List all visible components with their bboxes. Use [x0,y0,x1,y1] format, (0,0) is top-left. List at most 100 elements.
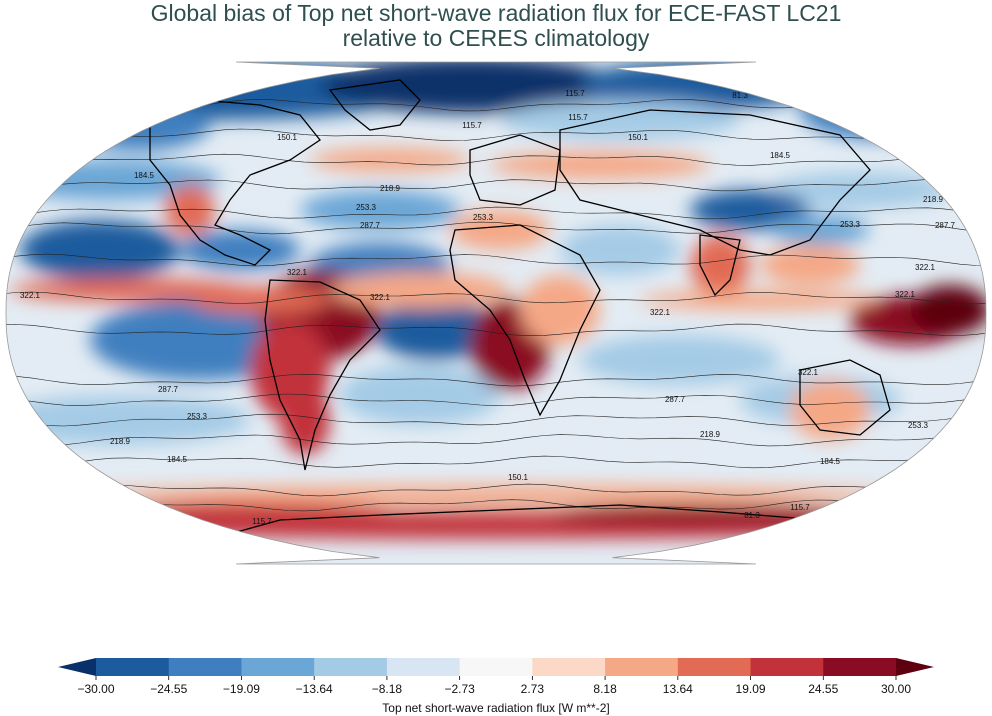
bias-blob [375,300,495,360]
bias-blob [10,278,250,302]
colorbar-segment [823,658,897,676]
contour-label: 253.3 [356,203,377,212]
contour-label: 150.1 [277,133,298,142]
colorbar-tick-label: 8.18 [593,682,617,696]
bias-blob [690,235,750,295]
bias-blob [310,148,470,172]
bias-blob [330,272,510,308]
colorbar-extend-high [896,658,934,676]
bias-blob [770,215,870,245]
contour-label: 287.7 [158,385,179,394]
contour-line [6,221,986,235]
colorbar-tick-label: −13.64 [296,682,333,696]
contour-label: 150.1 [508,473,529,482]
contour-line [6,373,986,387]
contour-line [6,434,986,447]
contour-line [6,178,986,192]
colorbar-segment [677,658,752,676]
bias-blob [690,190,810,230]
contour-line [6,413,986,427]
contour-label: 322.1 [915,263,936,272]
contour-label: 322.1 [370,293,391,302]
contour-label: 115.7 [790,503,810,512]
coastline-path [328,79,421,131]
bias-blob [910,285,986,335]
contour-label: 150.1 [628,133,649,142]
contour-label: 218.9 [380,184,401,193]
bias-blob [340,365,500,425]
contour-line [6,323,986,337]
coastline-path [449,224,601,417]
bias-blob [70,485,910,505]
contour-label: 115.7 [462,121,482,130]
colorbar-ticks: −30.00 −24.55 −19.09 −13.64 −8.18 −2.73 2.73 8.… [77,676,911,696]
contour-label: 218.9 [110,437,131,446]
contour-line [6,206,986,220]
contour-label: 287.7 [665,395,686,404]
contour-label: 115.7 [252,517,272,526]
bias-blob [320,62,620,113]
bias-blob [790,380,870,440]
contour-line [6,483,986,497]
colorbar-tick-label: 2.73 [521,682,545,696]
contour-label: 253.3 [473,213,494,222]
contour-label: 322.1 [798,368,819,377]
coastline-path [799,359,891,436]
contour-label: 253.3 [840,220,861,229]
contour-label: 322.1 [287,268,308,277]
colorbar-tick-label: −19.09 [223,682,260,696]
bias-blob [520,275,600,345]
bias-blob [20,220,180,280]
contour-line [6,128,986,142]
contour-label: 184.5 [820,457,841,466]
contour-line [6,393,986,407]
colorbar-segment [605,658,679,676]
colorbar-tick-label: −30.00 [77,682,114,696]
contour-label: 184.5 [167,455,188,464]
bias-blob [490,151,710,179]
coastline-path [699,234,741,297]
map-boundary [5,61,987,565]
colorbar-label: Top net short-wave radiation flux [W m**… [382,701,609,715]
coastline-path [189,504,901,564]
contour-line [6,455,986,469]
colorbar-tick-label: −24.55 [150,682,187,696]
colorbar-segments [58,658,934,676]
bias-blob [190,286,330,314]
contour-label: 184.5 [770,151,791,160]
coastlines [149,79,901,564]
bias-blob [640,290,880,310]
contour-line [6,291,986,305]
colorbar-tick-label: 13.64 [663,682,693,696]
contour-label: 115.7 [565,89,585,98]
contour-label: 322.1 [650,308,671,317]
colorbar-tick-label: 24.55 [808,682,838,696]
contour-label: 218.9 [700,430,721,439]
map-title-line2: relative to CERES climatology [342,25,650,51]
bias-blob [280,385,330,455]
climatology-contours [6,99,986,512]
contour-label: 287.7 [360,221,381,230]
colorbar-tick-label: 19.09 [736,682,766,696]
colorbar-segment [168,658,242,676]
map-title-line1: Global bias of Top net short-wave radiat… [150,0,842,26]
contour-line [6,498,986,512]
contour-label: 218.9 [923,195,944,204]
contour-line [6,253,986,267]
colorbar-segment [386,658,461,676]
contour-label: 287.7 [935,221,956,230]
contour-label: 322.1 [20,291,41,300]
colorbar-segment [532,658,606,676]
contour-label: 81.3 [732,91,748,100]
contour-label: 81.3 [744,511,760,520]
contour-line [6,153,986,167]
colorbar-tick-label: −8.18 [372,682,403,696]
bias-blob [770,172,950,208]
bias-blob [580,335,780,385]
coastline-path [264,279,381,471]
contour-label: 322.1 [895,290,916,299]
bias-blob [6,395,250,445]
colorbar-segment [314,658,388,676]
